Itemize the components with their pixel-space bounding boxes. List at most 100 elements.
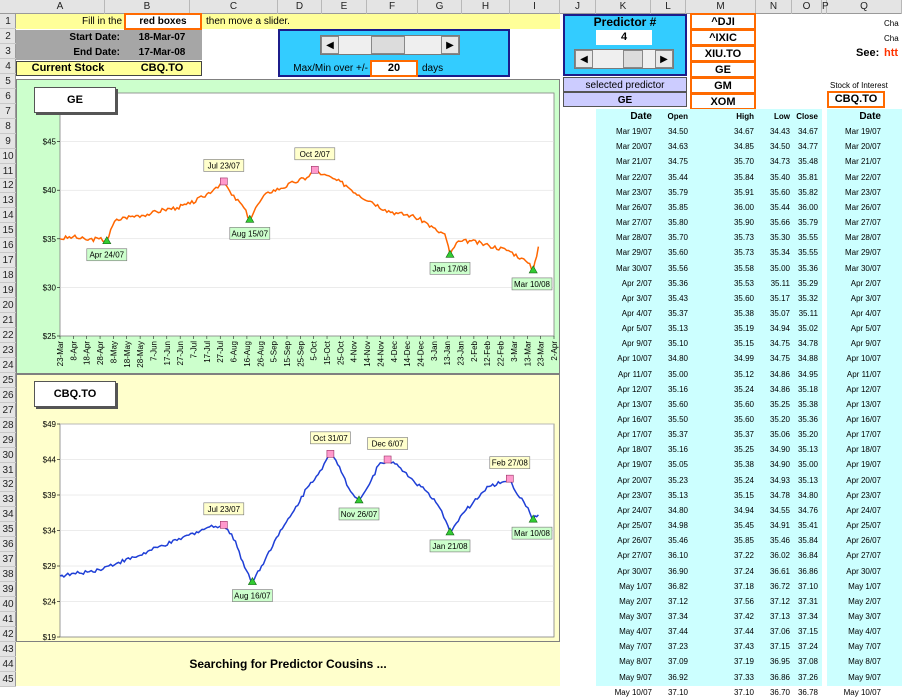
row-header-18[interactable]: 18 (0, 268, 16, 284)
row-header-26[interactable]: 26 (0, 388, 16, 403)
row-header-23[interactable]: 23 (0, 343, 16, 358)
row-header-37[interactable]: 37 (0, 552, 16, 568)
date-table-q-header-date: Date (859, 111, 881, 122)
maxmin-days-input[interactable]: 20 (370, 60, 418, 77)
predictor-left-arrow-icon[interactable]: ◀ (575, 50, 593, 68)
row-header-29[interactable]: 29 (0, 433, 16, 448)
price-table-header-date: Date (630, 111, 652, 122)
row-header-14[interactable]: 14 (0, 208, 16, 224)
column-header-c[interactable]: C (190, 0, 278, 14)
row-header-28[interactable]: 28 (0, 418, 16, 433)
predictor-1[interactable]: ^DJI (690, 13, 756, 30)
list-item: May 9/07 (827, 670, 902, 685)
row-header-22[interactable]: 22 (0, 328, 16, 343)
row-header-10[interactable]: 10 (0, 149, 16, 164)
start-date-value[interactable]: 18-Mar-07 (138, 32, 186, 43)
row-header-39[interactable]: 39 (0, 582, 16, 598)
plot-area (59, 92, 555, 337)
row-header-33[interactable]: 33 (0, 492, 16, 508)
stock-interest-input[interactable]: CBQ.TO (827, 91, 885, 108)
row-header-34[interactable]: 34 (0, 507, 16, 523)
predictor-6[interactable]: XOM (690, 93, 756, 110)
row-header-3[interactable]: 3 (0, 44, 16, 59)
row-header-19[interactable]: 19 (0, 283, 16, 299)
column-header-e[interactable]: E (322, 0, 367, 14)
row-header-15[interactable]: 15 (0, 223, 16, 239)
table-cell: 35.60 (667, 248, 688, 258)
predictor-number[interactable]: 4 (596, 30, 652, 45)
row-header-7[interactable]: 7 (0, 104, 16, 119)
row-header-8[interactable]: 8 (0, 119, 16, 134)
row-header-42[interactable]: 42 (0, 627, 16, 642)
row-header-27[interactable]: 27 (0, 403, 16, 418)
table-cell: Apr 2/07 (621, 278, 652, 288)
row-header-21[interactable]: 21 (0, 313, 16, 328)
row-header-32[interactable]: 32 (0, 477, 16, 493)
column-header-d[interactable]: D (278, 0, 322, 14)
row-header-43[interactable]: 43 (0, 642, 16, 657)
scroll-right-arrow-icon[interactable]: ▶ (441, 36, 459, 54)
column-header-m[interactable]: M (686, 0, 756, 14)
column-header-k[interactable]: K (596, 0, 651, 14)
column-header-j[interactable]: J (560, 0, 596, 14)
column-header-b[interactable]: B (105, 0, 190, 14)
row-header-20[interactable]: 20 (0, 298, 16, 314)
current-stock-value[interactable]: CBQ.TO (140, 62, 184, 74)
days-scrollbar[interactable]: ◀ ▶ (320, 35, 460, 55)
predictor-right-arrow-icon[interactable]: ▶ (655, 50, 673, 68)
column-header-l[interactable]: L (651, 0, 686, 14)
row-header-11[interactable]: 11 (0, 164, 16, 179)
table-cell: 35.23 (667, 475, 688, 485)
scroll-left-arrow-icon[interactable]: ◀ (321, 36, 339, 54)
chart-link-2[interactable]: Cha (884, 34, 899, 43)
predictor-3[interactable]: XIU.TO (690, 45, 756, 62)
row-header-44[interactable]: 44 (0, 657, 16, 672)
end-date-value[interactable]: 17-Mar-08 (138, 47, 186, 58)
row-header-5[interactable]: 5 (0, 74, 16, 89)
row-header-6[interactable]: 6 (0, 89, 16, 104)
row-header-13[interactable]: 13 (0, 193, 16, 209)
row-header-1[interactable]: 1 (0, 14, 16, 29)
predictor-scrollbar[interactable]: ◀ ▶ (574, 49, 674, 69)
chart-link-1[interactable]: Cha (884, 19, 899, 28)
row-header-38[interactable]: 38 (0, 567, 16, 583)
table-row: Apr 9/07 35.10 35.15 34.75 34.78 (596, 336, 822, 351)
row-header-35[interactable]: 35 (0, 522, 16, 538)
row-header-2[interactable]: 2 (0, 29, 16, 44)
row-header-25[interactable]: 25 (0, 373, 16, 388)
row-header-40[interactable]: 40 (0, 597, 16, 613)
row-header-9[interactable]: 9 (0, 134, 16, 149)
column-header-i[interactable]: I (510, 0, 560, 14)
list-item: Apr 25/07 (827, 518, 902, 533)
row-header-17[interactable]: 17 (0, 253, 16, 269)
row-header-16[interactable]: 16 (0, 238, 16, 254)
predictor-2[interactable]: ^IXIC (690, 29, 756, 46)
column-header-o[interactable]: O (792, 0, 822, 14)
row-header-45[interactable]: 45 (0, 672, 16, 687)
table-cell: 35.20 (769, 415, 790, 424)
row-header-41[interactable]: 41 (0, 612, 16, 627)
predictor-5[interactable]: GM (690, 77, 756, 94)
column-header-h[interactable]: H (462, 0, 510, 14)
scroll-thumb[interactable] (371, 36, 405, 54)
column-header-f[interactable]: F (367, 0, 418, 14)
column-header-p[interactable]: P (822, 0, 829, 14)
row-header-12[interactable]: 12 (0, 178, 16, 194)
row-header-36[interactable]: 36 (0, 537, 16, 553)
row-header-30[interactable]: 30 (0, 448, 16, 463)
table-cell: 35.11 (770, 278, 790, 288)
column-header-g[interactable]: G (418, 0, 462, 14)
table-cell: Apr 18/07 (617, 445, 652, 455)
table-cell: May 7/07 (619, 642, 652, 652)
see-link[interactable]: htt (884, 47, 899, 59)
row-header-4[interactable]: 4 (0, 59, 16, 74)
column-header-a[interactable]: A (16, 0, 105, 14)
row-header-24[interactable]: 24 (0, 358, 16, 373)
annotation-box (203, 502, 245, 516)
column-header-q[interactable]: Q (827, 0, 902, 14)
table-cell: 35.34 (769, 248, 790, 258)
predictor-scroll-thumb[interactable] (623, 50, 643, 68)
row-header-31[interactable]: 31 (0, 463, 16, 478)
predictor-4[interactable]: GE (690, 61, 756, 78)
column-header-n[interactable]: N (756, 0, 792, 14)
